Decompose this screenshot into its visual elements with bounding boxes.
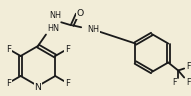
Text: F: F [186,62,190,71]
Text: O: O [77,9,84,18]
Text: HN: HN [47,24,59,33]
Text: F: F [6,79,11,87]
Text: N: N [35,83,41,92]
Text: F: F [6,45,11,53]
Text: NH: NH [87,25,99,34]
Text: F: F [65,79,70,87]
Text: F: F [186,78,190,87]
Text: F: F [172,78,176,87]
Text: NH: NH [49,11,61,20]
Text: F: F [65,45,70,53]
